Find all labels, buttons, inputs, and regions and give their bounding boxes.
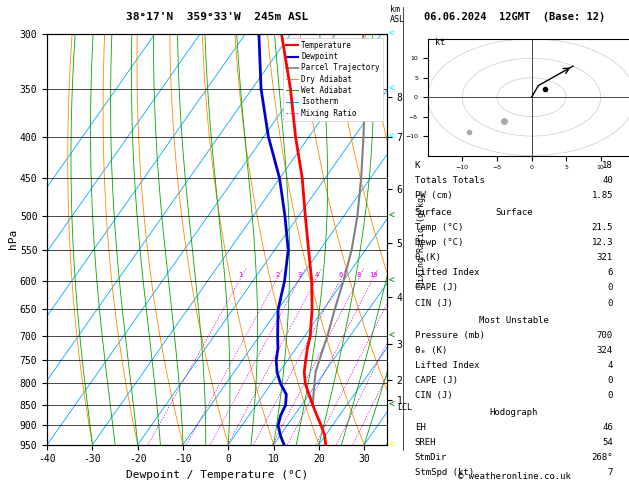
Text: <: < <box>389 84 395 94</box>
Text: PW (cm): PW (cm) <box>415 191 452 200</box>
Text: 321: 321 <box>597 253 613 262</box>
Text: 0: 0 <box>608 298 613 308</box>
Text: CIN (J): CIN (J) <box>415 391 452 400</box>
Text: 6: 6 <box>339 272 343 278</box>
Text: Pressure (mb): Pressure (mb) <box>415 330 485 340</box>
Text: <: < <box>389 440 395 450</box>
Text: 2: 2 <box>276 272 279 278</box>
Text: 18: 18 <box>602 161 613 170</box>
Text: hPa: hPa <box>8 229 18 249</box>
Text: km
ASL: km ASL <box>390 5 405 24</box>
Text: kt: kt <box>435 38 445 47</box>
Text: 4: 4 <box>608 361 613 370</box>
Text: 6: 6 <box>608 268 613 278</box>
Text: 0: 0 <box>608 376 613 385</box>
Legend: Temperature, Dewpoint, Parcel Trajectory, Dry Adiabat, Wet Adiabat, Isotherm, Mi: Temperature, Dewpoint, Parcel Trajectory… <box>283 38 383 121</box>
Text: Surface: Surface <box>415 208 452 217</box>
Text: CIN (J): CIN (J) <box>415 298 452 308</box>
Text: SREH: SREH <box>415 438 437 447</box>
Text: <: < <box>389 331 395 341</box>
Text: Dewp (°C): Dewp (°C) <box>415 238 463 247</box>
Text: 7: 7 <box>608 468 613 477</box>
Text: 324: 324 <box>597 346 613 355</box>
Text: 8: 8 <box>357 272 361 278</box>
Text: θₑ(K): θₑ(K) <box>415 253 442 262</box>
Text: Most Unstable: Most Unstable <box>479 315 549 325</box>
Text: Mixing Ratio (g/kg): Mixing Ratio (g/kg) <box>417 192 426 287</box>
Text: StmDir: StmDir <box>415 453 447 462</box>
Text: CAPE (J): CAPE (J) <box>415 283 458 293</box>
Text: 38°17'N  359°33'W  245m ASL: 38°17'N 359°33'W 245m ASL <box>126 12 308 22</box>
Text: 3: 3 <box>298 272 302 278</box>
Text: CAPE (J): CAPE (J) <box>415 376 458 385</box>
Text: Lifted Index: Lifted Index <box>415 361 479 370</box>
Text: Hodograph: Hodograph <box>490 408 538 417</box>
Text: 46: 46 <box>602 423 613 432</box>
Text: <: < <box>389 29 395 39</box>
Text: K: K <box>415 161 420 170</box>
Text: 268°: 268° <box>591 453 613 462</box>
Text: 12.3: 12.3 <box>591 238 613 247</box>
Text: 40: 40 <box>602 176 613 185</box>
Text: 21.5: 21.5 <box>591 223 613 232</box>
Text: 1.85: 1.85 <box>591 191 613 200</box>
Text: <: < <box>389 132 395 141</box>
Text: <: < <box>389 211 395 221</box>
Text: 700: 700 <box>597 330 613 340</box>
Text: θₑ (K): θₑ (K) <box>415 346 447 355</box>
Text: Lifted Index: Lifted Index <box>415 268 479 278</box>
Text: Surface: Surface <box>495 208 533 217</box>
Text: LCL: LCL <box>397 403 412 412</box>
Text: Totals Totals: Totals Totals <box>415 176 485 185</box>
Text: 10: 10 <box>369 272 377 278</box>
Text: 0: 0 <box>608 391 613 400</box>
Text: 06.06.2024  12GMT  (Base: 12): 06.06.2024 12GMT (Base: 12) <box>423 12 605 22</box>
Text: <: < <box>389 400 395 410</box>
Text: StmSpd (kt): StmSpd (kt) <box>415 468 474 477</box>
Text: 0: 0 <box>608 283 613 293</box>
Text: 54: 54 <box>602 438 613 447</box>
Text: Temp (°C): Temp (°C) <box>415 223 463 232</box>
X-axis label: Dewpoint / Temperature (°C): Dewpoint / Temperature (°C) <box>126 470 308 480</box>
Text: 4: 4 <box>314 272 319 278</box>
Text: EH: EH <box>415 423 426 432</box>
Text: © weatheronline.co.uk: © weatheronline.co.uk <box>458 472 571 481</box>
Text: <: < <box>389 276 395 286</box>
Text: 1: 1 <box>238 272 243 278</box>
